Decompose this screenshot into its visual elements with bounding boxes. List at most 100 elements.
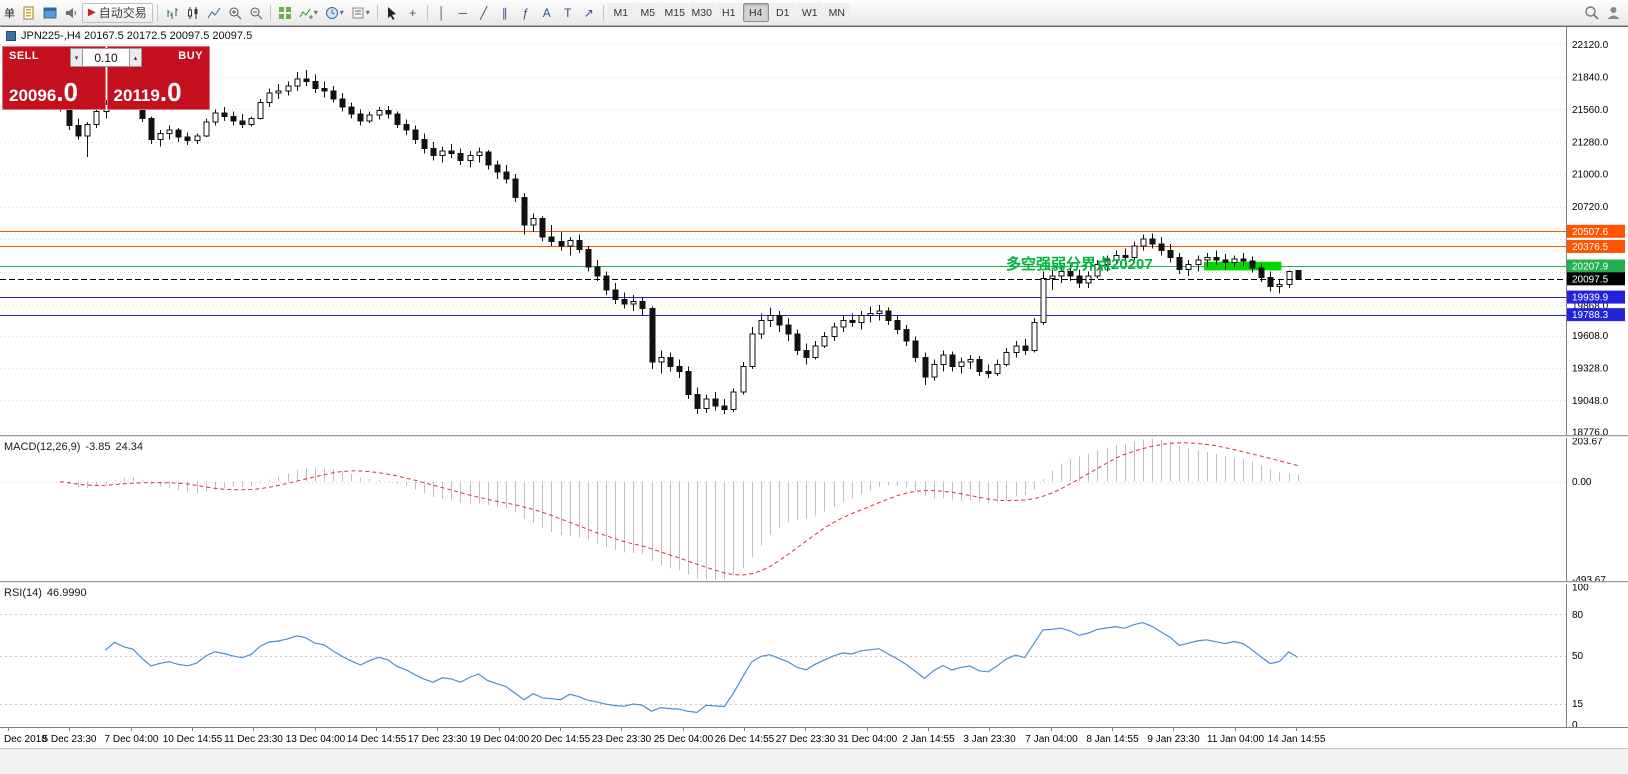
volume-input[interactable] (83, 48, 129, 67)
sound-button[interactable] (61, 3, 81, 23)
one-click-trading-panel: SELL 20096.0 BUY 20119.0 ▾ ▴ (2, 46, 210, 110)
toolbar-separator (269, 4, 271, 21)
label-button[interactable]: T (558, 3, 578, 23)
sell-label: SELL (9, 50, 40, 62)
timeframe-m30[interactable]: M30 (688, 3, 715, 22)
horizontal-line-button[interactable]: ─ (453, 3, 473, 23)
price-badge (1567, 224, 1625, 238)
svg-text:21000.0: 21000.0 (1572, 170, 1609, 181)
svg-text:27 Dec 23:30: 27 Dec 23:30 (776, 734, 836, 745)
timeframe-h4[interactable]: H4 (742, 3, 769, 22)
candlestick-button[interactable] (183, 3, 203, 23)
fibonacci-button[interactable]: ƒ (516, 3, 536, 23)
line-chart-button[interactable] (204, 3, 224, 23)
svg-text:11 Jan 04:00: 11 Jan 04:00 (1207, 734, 1265, 745)
periods-icon (325, 6, 339, 20)
cursor-button[interactable] (382, 3, 402, 23)
account-icon (1606, 5, 1621, 20)
time-axis-labels (8, 727, 1297, 731)
chevron-down-icon: ▾ (339, 7, 344, 17)
tile-windows-button[interactable] (275, 3, 295, 23)
new-order-icon (22, 6, 36, 20)
zoom-in-button[interactable] (225, 3, 245, 23)
svg-text:19939.9: 19939.9 (1572, 293, 1609, 304)
rsi-indicator-label: RSI(14) 46.9990 (4, 587, 92, 599)
svg-text:10 Dec 14:55: 10 Dec 14:55 (163, 734, 223, 745)
macd-histogram (69, 439, 1299, 580)
chart-annotation-text[interactable]: 多空强弱分界点20207 (1006, 256, 1153, 273)
zoom-out-icon (249, 6, 263, 20)
svg-text:2 Jan 14:55: 2 Jan 14:55 (902, 734, 955, 745)
toolbar-separator (376, 4, 378, 21)
volume-up-button[interactable]: ▴ (129, 48, 142, 67)
svg-text:100: 100 (1572, 582, 1589, 593)
timeframe-mn[interactable]: MN (823, 3, 850, 22)
timeframe-h1[interactable]: H1 (715, 3, 742, 22)
highlight-rectangle[interactable] (1204, 261, 1282, 271)
text-button[interactable]: A (537, 3, 557, 23)
volume-down-button[interactable]: ▾ (70, 48, 83, 67)
channel-button[interactable]: ∥ (495, 3, 515, 23)
bottom-strip (0, 748, 1628, 774)
symbol-ohlc-text: JPN225-,H4 20167.5 20172.5 20097.5 20097… (21, 30, 253, 42)
fibonacci-icon: ƒ (522, 5, 530, 20)
timeframe-m1[interactable]: M1 (607, 3, 634, 22)
periods-button[interactable]: ▾ (322, 3, 347, 23)
zoom-out-button[interactable] (246, 3, 266, 23)
indicators-button[interactable]: ▾ (296, 3, 321, 23)
profiles-button[interactable] (40, 3, 60, 23)
svg-text:0.00: 0.00 (1572, 477, 1592, 488)
auto-trading-button[interactable]: ▶ 自动交易 (82, 2, 153, 23)
arrows-button[interactable]: ↗ (579, 3, 599, 23)
search-button[interactable] (1581, 3, 1602, 23)
timeframe-m15[interactable]: M15 (661, 3, 688, 22)
price-badge (1567, 259, 1625, 273)
svg-text:23 Dec 23:30: 23 Dec 23:30 (592, 734, 652, 745)
macd-signal-line (59, 442, 1298, 576)
label-icon: T (564, 5, 572, 20)
svg-text:19048.0: 19048.0 (1572, 396, 1609, 407)
chevron-down-icon: ▾ (313, 7, 318, 17)
profiles-icon (43, 6, 57, 20)
timeframe-d1[interactable]: D1 (769, 3, 796, 22)
crosshair-button[interactable]: + (403, 3, 423, 23)
vertical-line-icon: │ (438, 5, 446, 20)
chart-symbol-header: JPN225-,H4 20167.5 20172.5 20097.5 20097… (6, 30, 252, 42)
svg-text:Dec 2018: Dec 2018 (4, 734, 47, 745)
line-chart-icon (207, 6, 221, 20)
vertical-line-button[interactable]: │ (432, 3, 452, 23)
templates-icon (351, 6, 365, 20)
chart-icon (6, 31, 16, 41)
svg-text:19608.0: 19608.0 (1572, 331, 1609, 342)
search-icon (1584, 5, 1599, 20)
account-button[interactable] (1603, 3, 1624, 23)
svg-text:-493.67: -493.67 (1572, 575, 1606, 586)
timeframe-w1[interactable]: W1 (796, 3, 823, 22)
menu-partial-label[interactable]: 单 (4, 7, 15, 20)
svg-text:5 Dec 23:30: 5 Dec 23:30 (43, 734, 97, 745)
candles (57, 69, 1302, 415)
svg-text:8 Jan 14:55: 8 Jan 14:55 (1086, 734, 1139, 745)
chart-area: 22120.0 21840.0 21560.0 21280.0 21000.0 20720… (0, 26, 1628, 749)
rsi-value: 46.9990 (46, 587, 87, 599)
zoom-in-icon (228, 6, 242, 20)
trendline-button[interactable]: ╱ (474, 3, 494, 23)
new-order-button[interactable] (19, 3, 39, 23)
svg-text:20376.5: 20376.5 (1572, 242, 1609, 253)
text-icon: A (542, 5, 551, 20)
toolbar-separator (156, 4, 158, 21)
timeframe-m5[interactable]: M5 (634, 3, 661, 22)
svg-text:18776.0: 18776.0 (1572, 427, 1609, 438)
crosshair-icon: + (409, 5, 417, 20)
svg-text:31 Dec 04:00: 31 Dec 04:00 (838, 734, 898, 745)
templates-button[interactable]: ▾ (348, 3, 373, 23)
toolbar-separator (602, 4, 604, 21)
bar-chart-button[interactable] (162, 3, 182, 23)
chart-canvas[interactable]: 22120.0 21840.0 21560.0 21280.0 21000.0 20720… (0, 27, 1628, 749)
price-badge (1567, 290, 1625, 304)
horizontal-level-lines[interactable] (0, 231, 1566, 316)
svg-text:19 Dec 04:00: 19 Dec 04:00 (470, 734, 530, 745)
svg-text:20097.5: 20097.5 (1572, 274, 1609, 285)
svg-text:25 Dec 04:00: 25 Dec 04:00 (654, 734, 714, 745)
